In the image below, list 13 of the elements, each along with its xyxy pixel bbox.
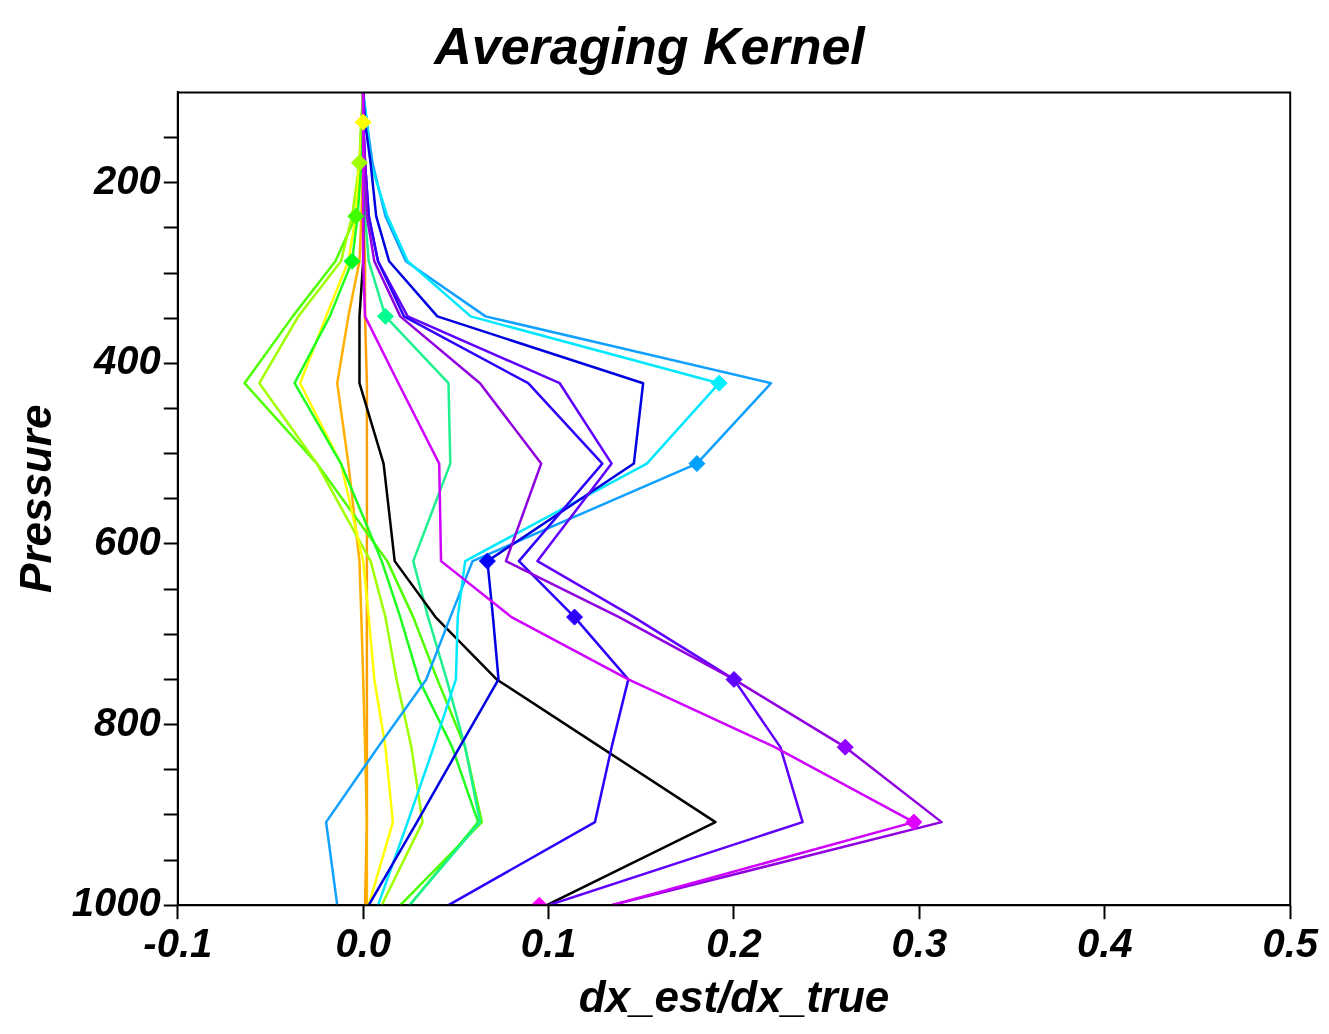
- x-tick-label: 0.0: [335, 921, 391, 966]
- x-tick-label: 0.3: [891, 921, 948, 966]
- x-tick-label: 0.2: [706, 921, 762, 966]
- x-axis-title: dx_est/dx_true: [578, 971, 890, 1021]
- x-tick-label: 0.1: [520, 921, 577, 966]
- y-tick-label: 200: [93, 157, 161, 202]
- chart-title: Averaging Kernel: [432, 16, 867, 75]
- y-tick-label: 400: [93, 338, 161, 383]
- y-tick-label: 600: [94, 518, 161, 563]
- y-axis-title: Pressure: [10, 404, 60, 593]
- x-tick-label: 0.4: [1076, 921, 1133, 966]
- x-tick-label: 0.5: [1262, 921, 1319, 966]
- y-tick-label: 800: [94, 699, 161, 744]
